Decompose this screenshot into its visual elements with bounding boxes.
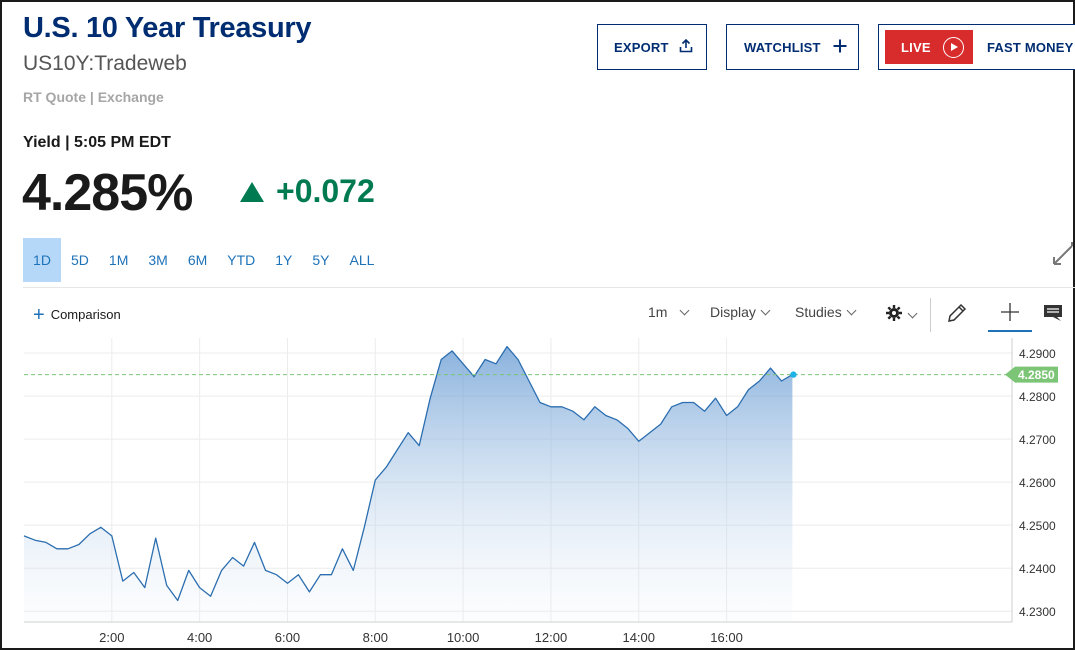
- y-tick-label: 4.2600: [1019, 476, 1056, 490]
- last-price-dot: [790, 371, 797, 378]
- watchlist-button[interactable]: WATCHLIST: [726, 24, 859, 70]
- range-tab-1y[interactable]: 1Y: [275, 252, 293, 268]
- plus-icon: [833, 39, 847, 56]
- comment-tool-button[interactable]: [1036, 298, 1070, 332]
- live-tv-button[interactable]: LIVE FAST MONEY: [878, 24, 1075, 70]
- range-tab-6m[interactable]: 6M: [187, 252, 208, 268]
- display-label: Display: [710, 304, 756, 320]
- range-tab-ytd[interactable]: YTD: [227, 252, 256, 268]
- chevron-down-icon: [760, 305, 771, 316]
- display-menu[interactable]: Display: [710, 304, 771, 320]
- quote-source: RT Quote | Exchange: [23, 89, 164, 105]
- range-tab-5d[interactable]: 5D: [71, 252, 89, 268]
- export-icon: [679, 38, 693, 56]
- last-price: 4.285%: [22, 164, 193, 222]
- chevron-down-icon: [846, 305, 857, 316]
- live-badge[interactable]: LIVE: [885, 30, 973, 64]
- y-tick-label: 4.2300: [1019, 605, 1056, 619]
- crosshair-tool-button[interactable]: [988, 298, 1032, 332]
- y-tick-label: 4.2900: [1019, 347, 1056, 361]
- plus-icon: +: [33, 303, 45, 326]
- x-tick-label: 8:00: [363, 630, 388, 645]
- change-value: +0.072: [276, 173, 375, 209]
- series-line: [23, 345, 793, 602]
- export-label: EXPORT: [614, 39, 669, 55]
- live-label: LIVE: [901, 39, 931, 55]
- x-tick-label: 16:00: [710, 630, 743, 645]
- gear-icon: [885, 304, 903, 325]
- fast-money-label: FAST MONEY: [987, 39, 1074, 55]
- x-tick-label: 10:00: [447, 630, 480, 645]
- range-tab-1m[interactable]: 1M: [108, 252, 129, 268]
- up-arrow-icon: [240, 181, 264, 202]
- series-area: [24, 346, 793, 622]
- crosshair-icon: [1000, 302, 1020, 327]
- chevron-down-icon: [680, 305, 690, 316]
- toolbar-separator: [930, 298, 931, 332]
- x-tick-label: 4:00: [187, 630, 212, 645]
- last-price-label: 4.2850: [1018, 368, 1055, 382]
- price-change: +0.072: [240, 173, 375, 210]
- symbol-label: US10Y:Tradeweb: [23, 52, 187, 75]
- studies-label: Studies: [795, 304, 842, 320]
- y-tick-label: 4.2500: [1019, 519, 1056, 533]
- x-tick-label: 14:00: [622, 630, 655, 645]
- expand-icon[interactable]: [1050, 238, 1075, 268]
- export-button[interactable]: EXPORT: [597, 24, 707, 70]
- draw-tool-button[interactable]: [940, 298, 974, 332]
- y-tick-label: 4.2800: [1019, 390, 1056, 404]
- range-tab-5y[interactable]: 5Y: [312, 252, 330, 268]
- comparison-label: Comparison: [50, 307, 121, 322]
- range-tab-1d[interactable]: 1D: [23, 238, 61, 282]
- settings-menu[interactable]: [885, 304, 918, 325]
- range-tab-all[interactable]: ALL: [349, 252, 375, 268]
- y-tick-label: 4.2700: [1019, 433, 1056, 447]
- chevron-down-icon: [907, 308, 918, 318]
- interval-select[interactable]: 1m: [648, 304, 690, 320]
- page-title: U.S. 10 Year Treasury: [23, 12, 312, 44]
- x-tick-label: 12:00: [535, 630, 568, 645]
- watchlist-label: WATCHLIST: [744, 39, 821, 55]
- comparison-button[interactable]: + Comparison: [33, 303, 121, 326]
- yield-timestamp: Yield | 5:05 PM EDT: [23, 134, 171, 151]
- play-icon: [942, 36, 964, 58]
- chart-svg[interactable]: 2:00 4:00 6:00 8:00 10:00 12:00 14:00 16:00 4.29…: [0, 338, 1075, 650]
- range-tab-3m[interactable]: 3M: [148, 252, 168, 268]
- x-tick-label: 2:00: [99, 630, 124, 645]
- time-range-tabs: 1D 5D 1M 3M 6M YTD 1Y 5Y ALL: [23, 238, 384, 282]
- y-tick-label: 4.2400: [1019, 562, 1056, 576]
- studies-menu[interactable]: Studies: [795, 304, 857, 320]
- pencil-icon: [946, 302, 968, 329]
- chart-divider: [23, 287, 1075, 288]
- price-chart[interactable]: 2:00 4:00 6:00 8:00 10:00 12:00 14:00 16:00 4.29…: [0, 338, 1075, 650]
- last-price-badge: [1005, 366, 1058, 383]
- interval-label: 1m: [648, 304, 668, 320]
- comment-icon: [1042, 303, 1064, 328]
- x-tick-label: 6:00: [275, 630, 300, 645]
